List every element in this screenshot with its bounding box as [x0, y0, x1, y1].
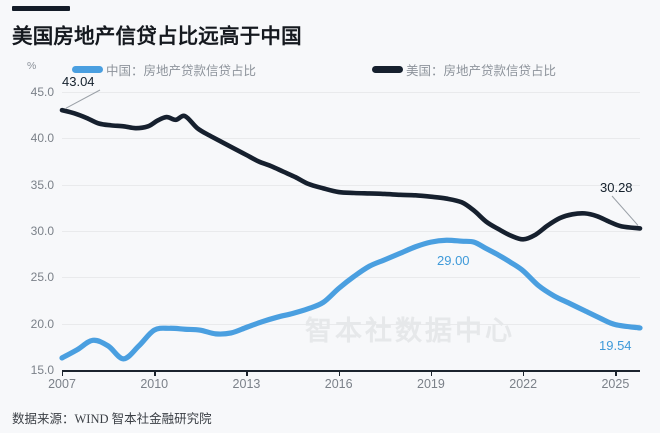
page-title: 美国房地产信贷占比远高于中国 [12, 25, 302, 48]
x-tickmark [154, 370, 156, 376]
y-tick-label: 30.0 [30, 224, 54, 238]
leader-line-usa-end [611, 195, 639, 226]
legend-label-usa: 美国：房地产贷款信贷占比 [406, 64, 557, 78]
y-tick-label: 15.0 [30, 363, 54, 377]
legend-swatch-usa [372, 66, 403, 73]
y-tick-label: 40.0 [30, 131, 54, 146]
legend-swatch-china [72, 66, 103, 73]
y-axis-unit-label: % [27, 60, 37, 72]
top-accent-rule [12, 6, 70, 11]
annotation-usa-end: 30.28 [600, 180, 633, 195]
x-tickmark [246, 370, 248, 376]
x-tick-label: 2019 [417, 377, 445, 391]
x-tick-label: 2025 [601, 377, 630, 391]
gridline [62, 277, 640, 279]
x-tick-label: 2016 [324, 377, 353, 391]
x-tickmark [615, 370, 617, 376]
y-tick-label: 45.0 [30, 85, 54, 99]
legend-item-china[interactable]: 中国：房地产贷款信贷占比 [72, 60, 256, 79]
annotation-china-peak: 29.00 [437, 253, 470, 268]
x-tick-label: 2010 [140, 377, 169, 391]
watermark: 智本社数据中心 [305, 316, 515, 346]
y-tick-label: 25.0 [30, 270, 54, 285]
gridline [62, 184, 640, 186]
x-tickmark [430, 370, 433, 376]
legend-label-china: 中国：房地产贷款信贷占比 [106, 64, 257, 78]
y-axis-labels: 15.0 20.0 25.0 30.0 35.0 40.0 45.0 [8, 0, 54, 433]
annotation-usa-start: 43.04 [62, 74, 95, 89]
x-tickmark [62, 370, 64, 376]
gridline [62, 92, 640, 93]
series-line [59, 107, 643, 242]
x-tick-label: 2013 [232, 377, 261, 391]
x-tick-label: 2022 [509, 377, 538, 391]
x-axis-line [62, 370, 640, 372]
annotation-china-end: 19.54 [599, 338, 632, 353]
chart-legend: 中国：房地产贷款信贷占比 美国：房地产贷款信贷占比 [72, 60, 632, 80]
y-tick-label: 35.0 [30, 177, 54, 192]
y-tick-label: 20.0 [30, 316, 54, 331]
x-tick-label: 2007 [48, 377, 76, 391]
gridline [62, 138, 640, 140]
gridline [62, 231, 640, 232]
x-tickmark [338, 370, 340, 376]
source-note: 数据来源：WIND 智本社金融研究院 [12, 412, 212, 426]
legend-item-usa[interactable]: 美国：房地产贷款信贷占比 [372, 60, 556, 79]
x-tickmark [523, 370, 525, 376]
